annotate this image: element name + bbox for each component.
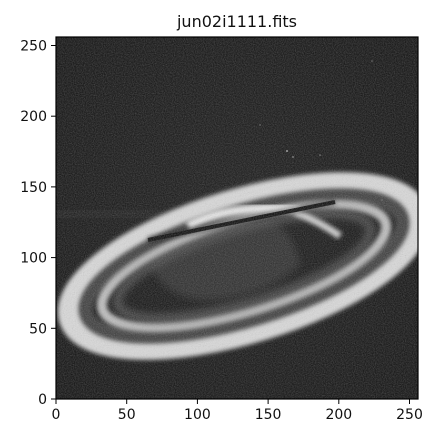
chart-title: jun02i1111.fits [176, 12, 297, 31]
fits-image [56, 37, 418, 399]
x-tick-label: 0 [52, 407, 61, 423]
x-tick-label: 150 [255, 407, 282, 423]
y-tick-label: 150 [20, 180, 47, 196]
y-tick-label: 0 [38, 392, 47, 408]
x-tick-label: 100 [184, 407, 211, 423]
y-tick-label: 200 [20, 109, 47, 125]
x-axis: 0 50 100 150 200 250 [52, 399, 423, 423]
y-axis: 0 50 100 150 200 250 [20, 38, 56, 408]
y-tick-label: 250 [20, 38, 47, 54]
y-tick-label: 100 [20, 251, 47, 267]
axes-frame [55, 36, 419, 400]
x-tick-label: 200 [325, 407, 352, 423]
x-tick-label: 250 [396, 407, 423, 423]
y-tick-label: 50 [29, 321, 47, 337]
x-tick-label: 50 [118, 407, 136, 423]
